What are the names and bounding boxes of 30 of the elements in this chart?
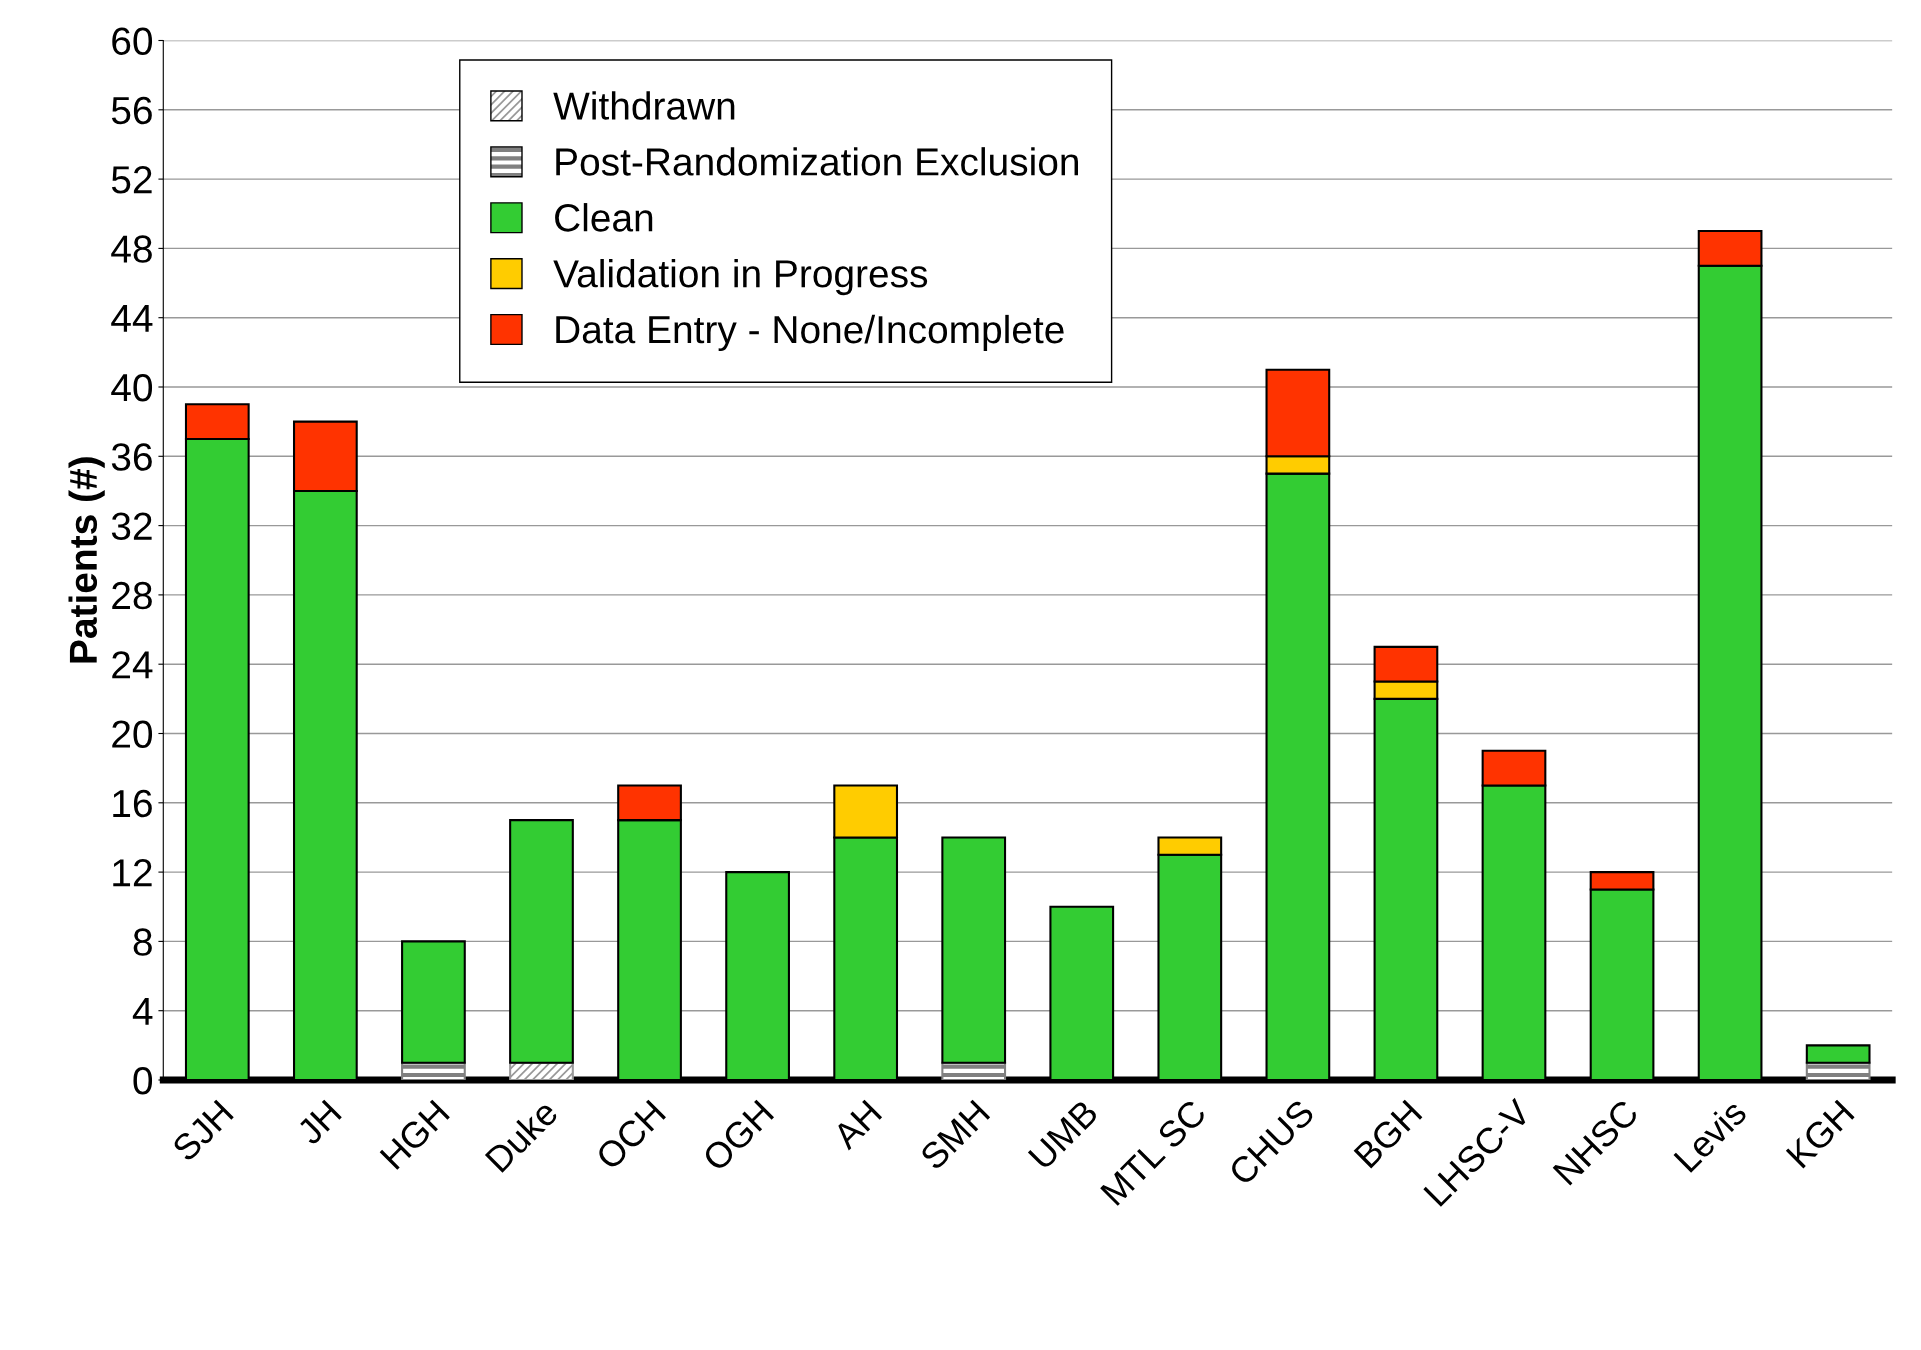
- y-tick-label: 12: [113, 859, 152, 887]
- y-tick-label: 24: [112, 651, 153, 679]
- y-tick-label: 16: [113, 789, 152, 818]
- y-tick-label: 28: [112, 581, 152, 610]
- y-tick-label: 48: [111, 235, 152, 263]
- y-tick-label: 56: [111, 96, 152, 125]
- y-tick-label: 36: [111, 443, 152, 471]
- x-tick-label: JH: [295, 1099, 343, 1147]
- legend-label: Validation in Progress: [553, 258, 928, 296]
- y-tick-label: 40: [111, 373, 153, 402]
- legend-label: Data Entry - None/Incomplete: [556, 314, 1064, 352]
- y-tick-label: 60: [112, 27, 153, 55]
- bar: [941, 836, 1007, 1064]
- legend-label: Withdrawn: [553, 91, 735, 120]
- x-tick-label: SJH: [170, 1099, 234, 1163]
- y-tick-label: 44: [111, 305, 153, 332]
- y-tick-label: 20: [112, 720, 153, 748]
- bar: [401, 940, 466, 1064]
- y-axis-title: Patients (#): [68, 457, 105, 663]
- y-tick-label: 52: [111, 166, 152, 194]
- x-tick-label: MTL SC: [1099, 1098, 1208, 1206]
- y-tick-label: 0: [133, 1066, 153, 1095]
- bar: [509, 819, 574, 1064]
- bar: [1805, 1044, 1871, 1064]
- y-tick-label: 4: [132, 998, 153, 1025]
- y-tick-label: 32: [111, 512, 152, 541]
- legend-label: Clean: [555, 203, 653, 232]
- y-tick-label: 8: [133, 928, 152, 956]
- legend-label: Post-Randomization Exclusion: [556, 147, 1078, 176]
- x-tick-label: AH: [831, 1099, 883, 1151]
